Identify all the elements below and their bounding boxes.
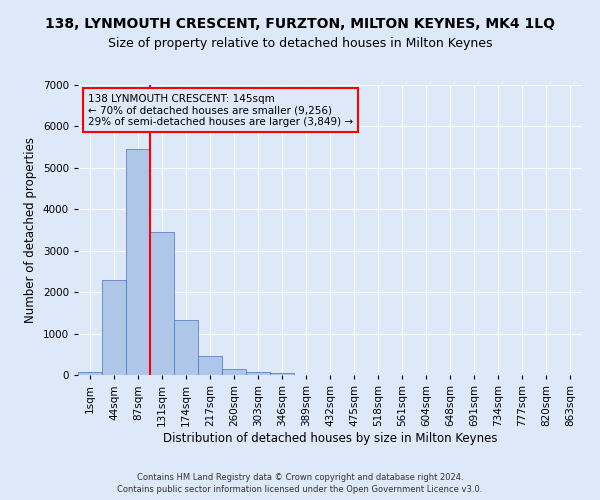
Y-axis label: Number of detached properties: Number of detached properties (24, 137, 37, 323)
Bar (246, 372, 270, 375)
Bar (150, 232, 174, 375)
Bar (198, 356, 222, 375)
Text: 138, LYNMOUTH CRESCENT, FURZTON, MILTON KEYNES, MK4 1LQ: 138, LYNMOUTH CRESCENT, FURZTON, MILTON … (45, 18, 555, 32)
Text: Contains HM Land Registry data © Crown copyright and database right 2024.: Contains HM Land Registry data © Crown c… (137, 472, 463, 482)
X-axis label: Distribution of detached houses by size in Milton Keynes: Distribution of detached houses by size … (163, 432, 497, 444)
Text: Size of property relative to detached houses in Milton Keynes: Size of property relative to detached ho… (108, 38, 492, 51)
Text: Contains public sector information licensed under the Open Government Licence v3: Contains public sector information licen… (118, 485, 482, 494)
Bar (174, 320, 198, 375)
Text: 138 LYNMOUTH CRESCENT: 145sqm
← 70% of detached houses are smaller (9,256)
29% o: 138 LYNMOUTH CRESCENT: 145sqm ← 70% of d… (88, 94, 353, 127)
Bar (102, 280, 126, 375)
Bar (126, 149, 150, 375)
Bar (78, 372, 102, 375)
Bar (270, 373, 294, 375)
Bar (222, 368, 246, 375)
